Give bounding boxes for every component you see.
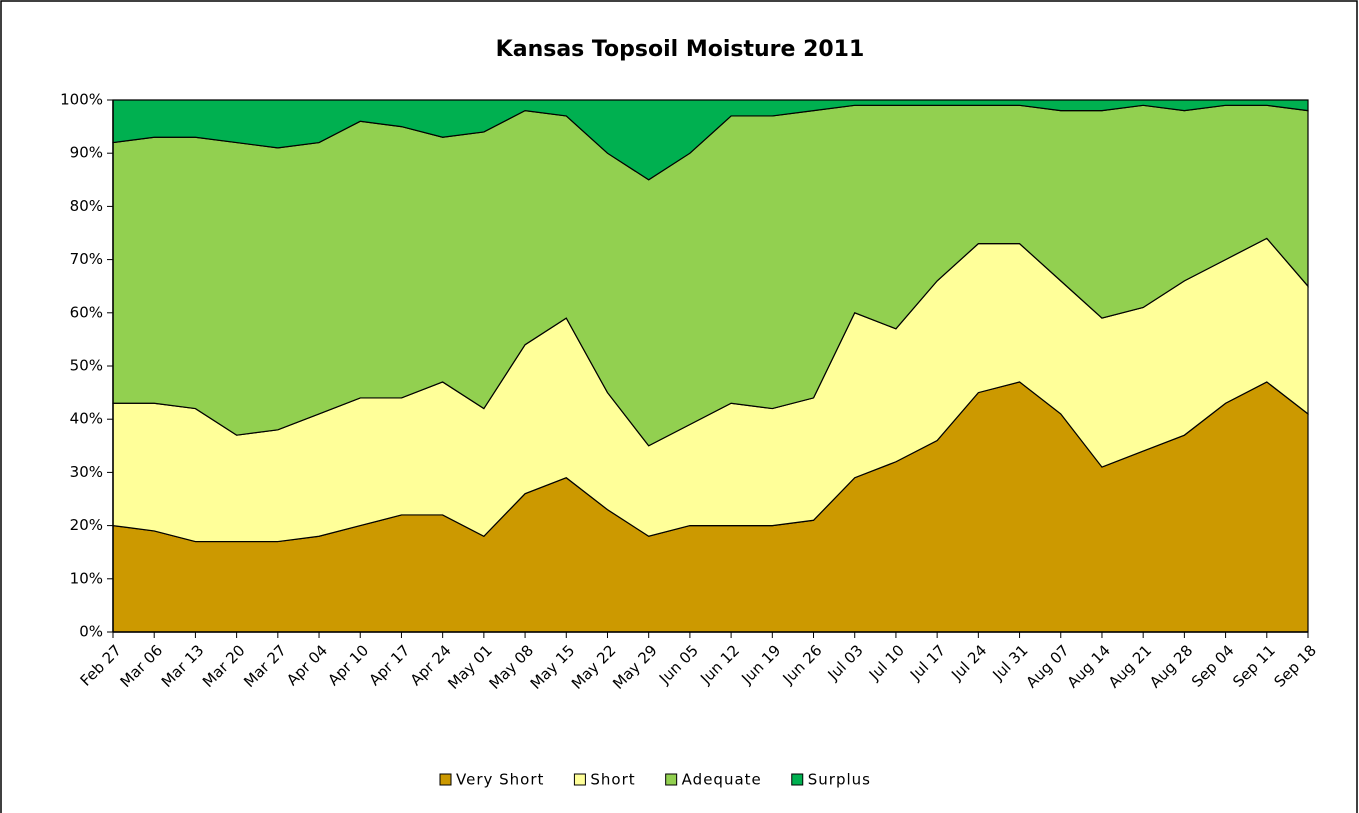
y-tick-label: 10% [70, 569, 103, 587]
legend-swatch [439, 773, 452, 786]
legend-label: Adequate [682, 771, 762, 789]
y-tick-label: 70% [70, 250, 103, 268]
y-tick-label: 40% [70, 410, 103, 428]
chart-title: Kansas Topsoil Moisture 2011 [496, 37, 865, 62]
legend-swatch [573, 773, 586, 786]
area [112, 99, 1309, 181]
legend-swatch [791, 773, 804, 786]
legend-swatch [665, 773, 678, 786]
legend-label: Very Short [456, 771, 544, 789]
y-tick-label: 60% [70, 303, 103, 321]
y-tick-label: 80% [70, 197, 103, 215]
y-tick-label: 50% [70, 357, 103, 375]
y-tick-label: 0% [79, 623, 103, 641]
y-tick-label: 30% [70, 463, 103, 481]
legend-label: Surplus [808, 771, 871, 789]
y-tick-label: 90% [70, 144, 103, 162]
y-tick-label: 20% [70, 516, 103, 534]
y-tick-label: 100% [60, 91, 103, 109]
legend-label: Short [590, 771, 635, 789]
